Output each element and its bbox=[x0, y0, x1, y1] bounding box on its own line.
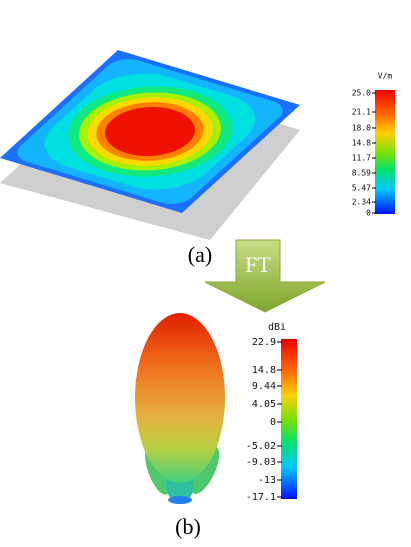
colorbar bbox=[281, 339, 297, 499]
tick-label: 11.7 bbox=[352, 154, 371, 163]
tick-label: -9.03 bbox=[246, 457, 276, 468]
tick-label: 18.0 bbox=[352, 124, 371, 133]
tick-label: 9.44 bbox=[252, 381, 276, 392]
tick-label: 0 bbox=[366, 209, 371, 218]
tick-label: 0 bbox=[270, 417, 276, 428]
tick-label: 21.1 bbox=[352, 108, 371, 117]
tick-label: -17.1 bbox=[246, 492, 276, 503]
tick-label: 14.8 bbox=[252, 365, 276, 376]
arrow-label: FT bbox=[245, 252, 271, 277]
tick-label: 25.0 bbox=[352, 89, 371, 98]
tick-label: -5.02 bbox=[246, 441, 276, 452]
radiation-pattern bbox=[135, 313, 225, 504]
tick-label: 8.59 bbox=[352, 169, 371, 178]
colorbar bbox=[375, 90, 395, 214]
tick-label: 4.05 bbox=[252, 399, 276, 410]
field-plot bbox=[0, 50, 300, 240]
panel-label: (b) bbox=[175, 514, 201, 539]
tick-label: 5.47 bbox=[352, 184, 371, 193]
tick-label: 22.9 bbox=[252, 337, 276, 348]
tick-label: 14.8 bbox=[352, 139, 371, 148]
unit-label: dBi bbox=[268, 322, 286, 333]
tick-label: -13 bbox=[258, 475, 276, 486]
unit-label: V/m bbox=[378, 72, 393, 81]
panel-label: (a) bbox=[188, 242, 212, 267]
tick-label: 2.34 bbox=[352, 198, 371, 207]
figure: V/m 25.0 21.1 18.0 14.8 11.7 8.59 5.47 2.34 0 (a… bbox=[0, 0, 411, 547]
